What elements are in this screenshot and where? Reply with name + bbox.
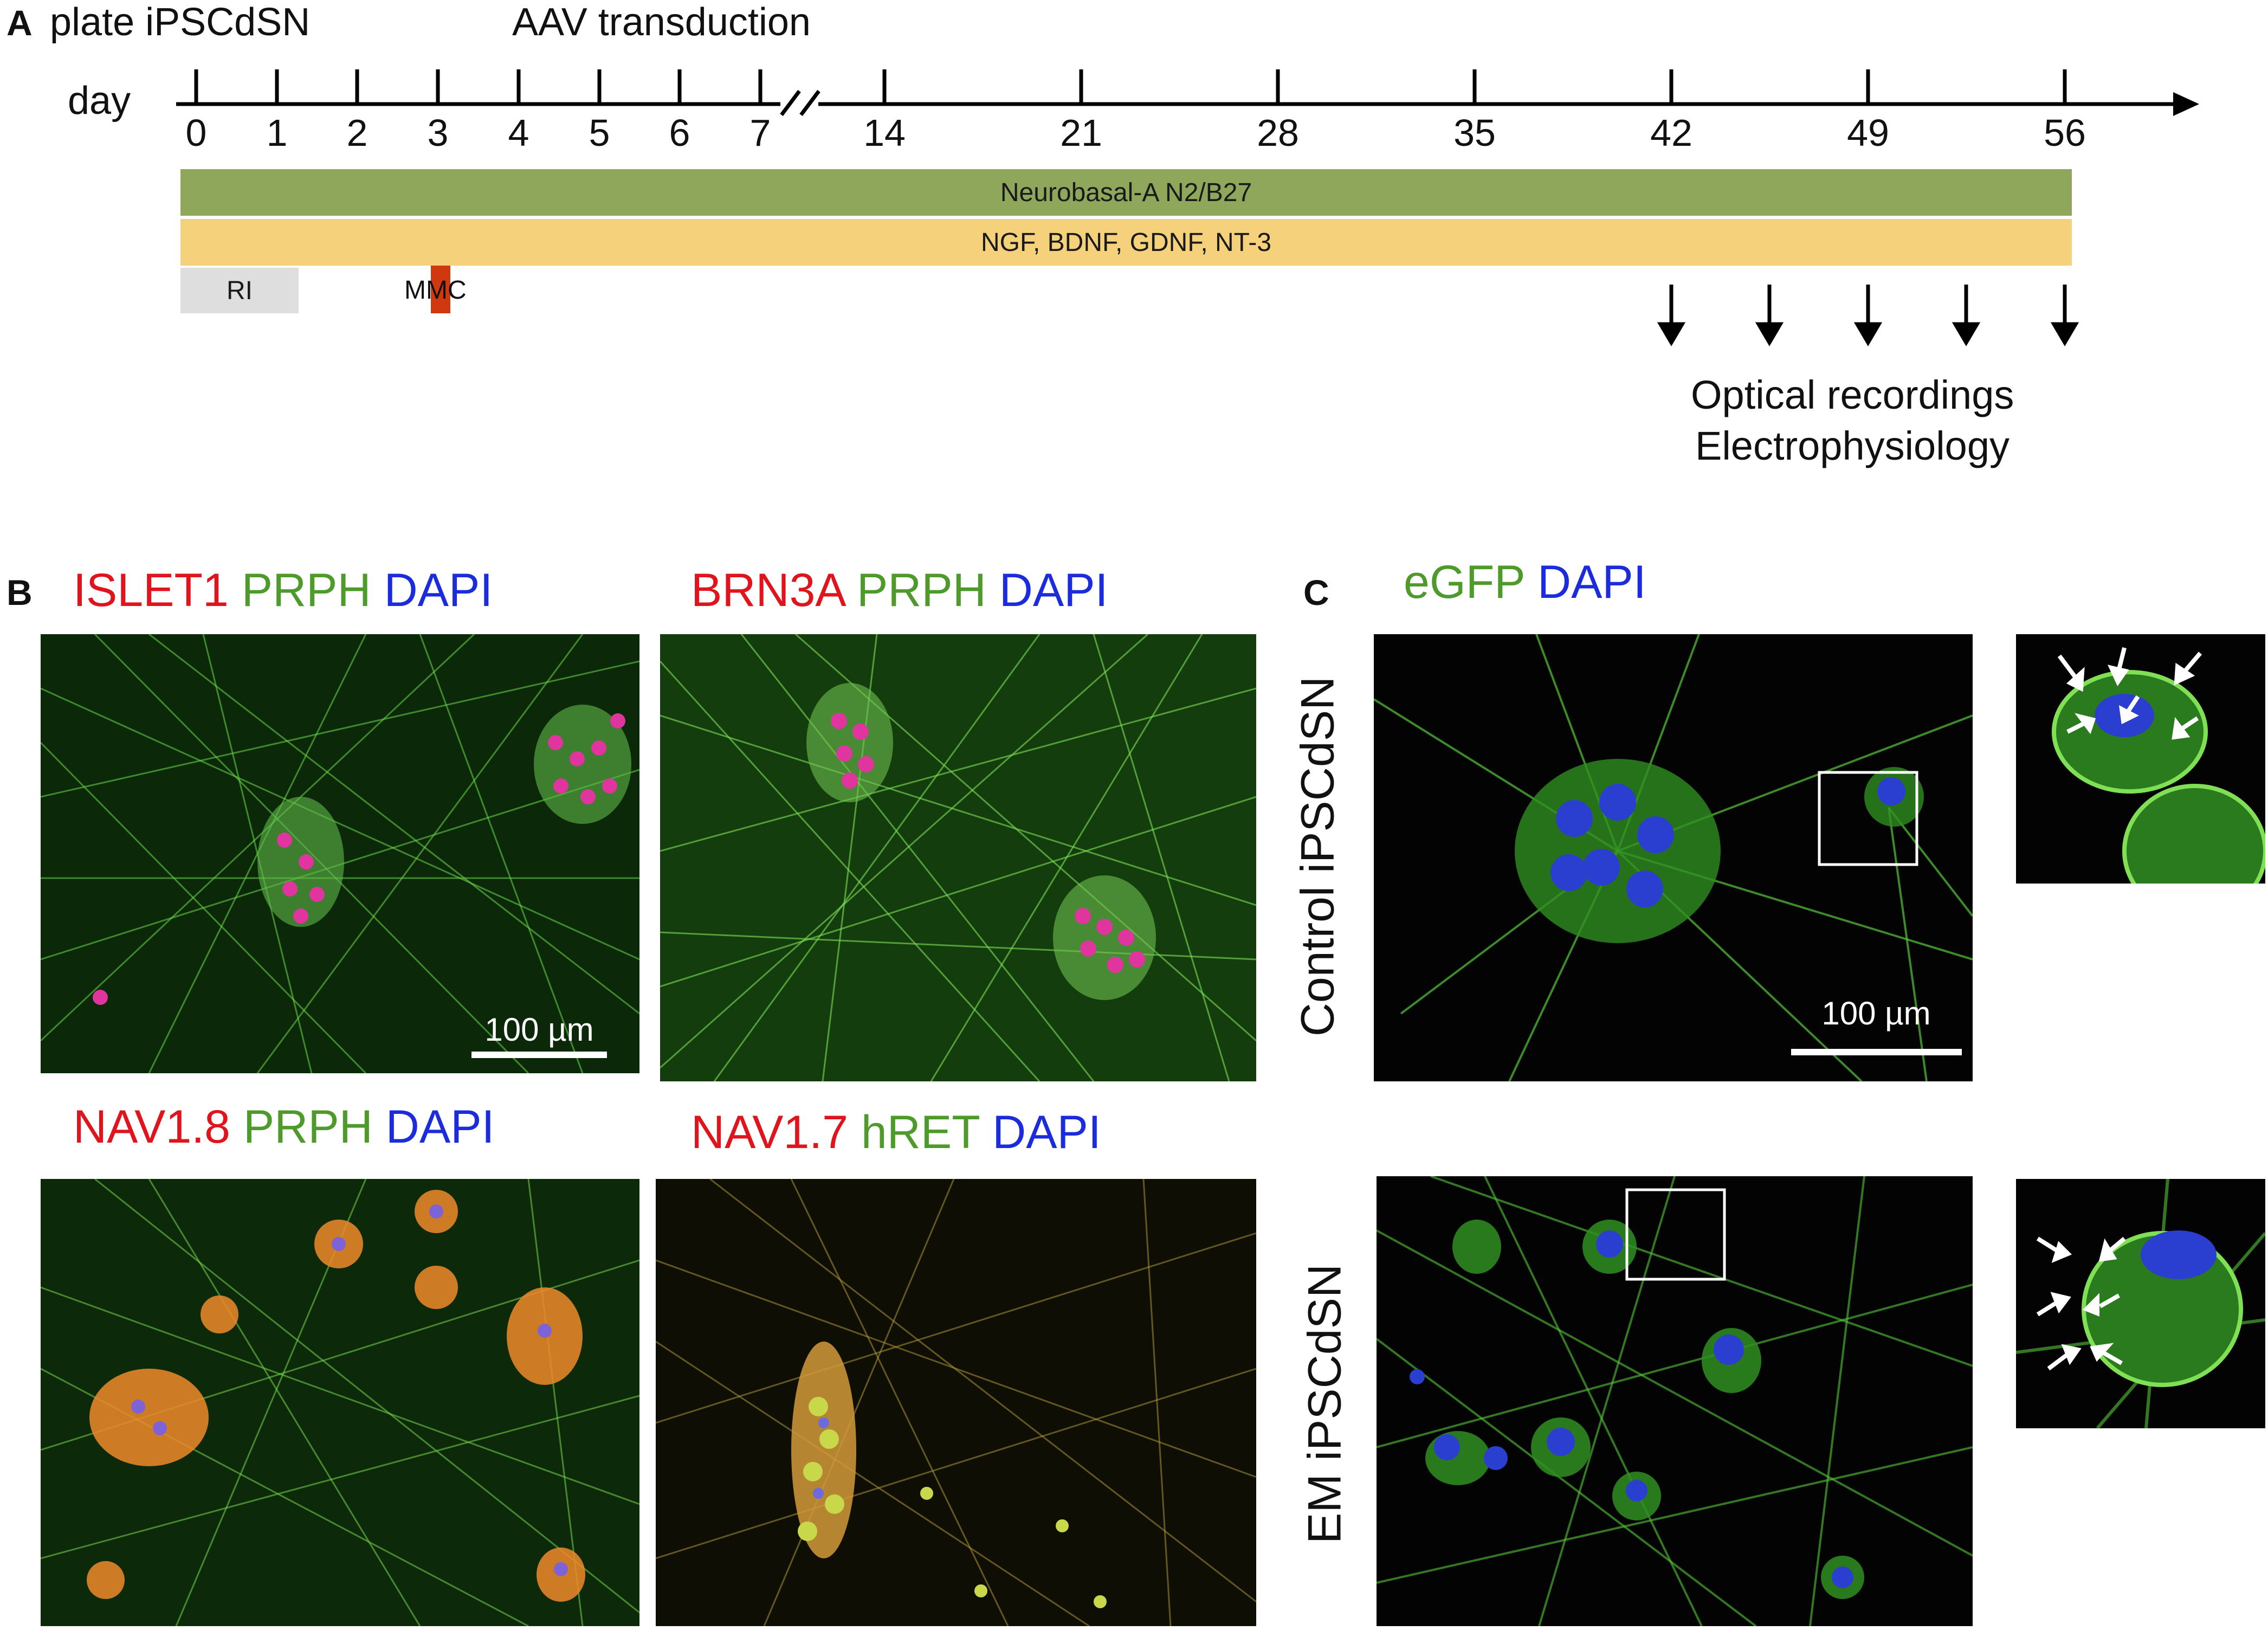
micrograph-control bbox=[1374, 634, 1973, 1081]
inset-control bbox=[2016, 634, 2265, 884]
panel-a-letter: A bbox=[7, 3, 33, 43]
tick-label: 14 bbox=[863, 112, 906, 154]
day-label: day bbox=[68, 79, 131, 123]
img1-title: ISLET1 PRPH DAPI bbox=[73, 564, 493, 617]
micrograph-brn3a bbox=[660, 634, 1256, 1081]
scale-bar bbox=[471, 1052, 607, 1058]
img3-title: NAV1.8 PRPH DAPI bbox=[73, 1100, 494, 1154]
medium-bar: Neurobasal-A N2/B27 bbox=[180, 169, 2072, 216]
img3-stain-2: PRPH bbox=[243, 1101, 373, 1153]
recordings-line2: Electrophysiology bbox=[1695, 423, 2009, 468]
panel-c-stain-1: eGFP bbox=[1404, 556, 1525, 608]
panel-c-stain-2: DAPI bbox=[1537, 556, 1646, 608]
micrograph-nav17 bbox=[656, 1179, 1256, 1626]
img1-stain-2: PRPH bbox=[241, 564, 371, 616]
micrograph-nav18 bbox=[41, 1179, 639, 1626]
img3-stain-1: NAV1.8 bbox=[73, 1101, 230, 1153]
panel-c-letter: C bbox=[1303, 572, 1329, 613]
mmc-marker bbox=[431, 266, 450, 313]
img4-stain-2: hRET bbox=[861, 1106, 980, 1158]
img2-stain-2: PRPH bbox=[856, 564, 986, 616]
ri-label: RI bbox=[227, 276, 253, 305]
img1-stain-1: ISLET1 bbox=[73, 564, 229, 616]
tick-label: 2 bbox=[346, 112, 368, 154]
img2-stain-1: BRN3A bbox=[691, 564, 844, 616]
tick-label: 6 bbox=[669, 112, 690, 154]
recordings-line1: Optical recordings bbox=[1691, 372, 2014, 417]
tick-label: 1 bbox=[266, 112, 288, 154]
micrograph-islet1 bbox=[41, 634, 639, 1073]
ri-bar: RI bbox=[180, 268, 299, 313]
tick-label: 28 bbox=[1257, 112, 1299, 154]
timeline-axis bbox=[176, 69, 2199, 119]
timeline-arrowhead bbox=[2173, 92, 2199, 116]
inset-em bbox=[2016, 1179, 2265, 1428]
tick-label: 5 bbox=[589, 112, 610, 154]
panel-b-letter: B bbox=[7, 572, 33, 613]
medium-bar-label: Neurobasal-A N2/B27 bbox=[1000, 178, 1252, 207]
tick-label: 4 bbox=[508, 112, 529, 154]
scale-bar bbox=[1791, 1049, 1962, 1055]
micrograph-em bbox=[1377, 1176, 1973, 1626]
img4-stain-1: NAV1.7 bbox=[691, 1106, 848, 1158]
tick-label: 35 bbox=[1453, 112, 1496, 154]
img2-stain-3: DAPI bbox=[999, 564, 1108, 616]
tick-label: 21 bbox=[1060, 112, 1102, 154]
row-label-em: EM iPSCdSN bbox=[1298, 1263, 1351, 1544]
scale-label: 100 µm bbox=[1821, 995, 1931, 1032]
tick-label: 0 bbox=[185, 112, 207, 154]
tick-label: 3 bbox=[427, 112, 449, 154]
img4-title: NAV1.7 hRET DAPI bbox=[691, 1106, 1101, 1159]
img4-stain-3: DAPI bbox=[992, 1106, 1101, 1158]
factors-bar-label: NGF, BDNF, GDNF, NT-3 bbox=[980, 228, 1272, 257]
aav-transduction-label: AAV transduction bbox=[512, 1, 811, 44]
factors-bar: NGF, BDNF, GDNF, NT-3 bbox=[180, 219, 2072, 266]
tick-label: 42 bbox=[1650, 112, 1692, 154]
tick-label: 49 bbox=[1847, 112, 1889, 154]
row-label-control: Control iPSCdSN bbox=[1291, 676, 1344, 1037]
img3-stain-3: DAPI bbox=[385, 1101, 495, 1153]
panel-c-title: eGFP DAPI bbox=[1404, 556, 1646, 609]
timeline-ticks bbox=[194, 69, 2067, 104]
tick-label: 7 bbox=[749, 112, 771, 154]
mmc-label: MMC bbox=[404, 276, 467, 305]
img1-stain-3: DAPI bbox=[384, 564, 493, 616]
img2-title: BRN3A PRPH DAPI bbox=[691, 564, 1108, 617]
tick-label: 56 bbox=[2044, 112, 2086, 154]
recording-arrows bbox=[1657, 285, 2079, 346]
plate-label: plate iPSCdSN bbox=[50, 1, 311, 44]
scale-label: 100 µm bbox=[484, 1011, 594, 1048]
